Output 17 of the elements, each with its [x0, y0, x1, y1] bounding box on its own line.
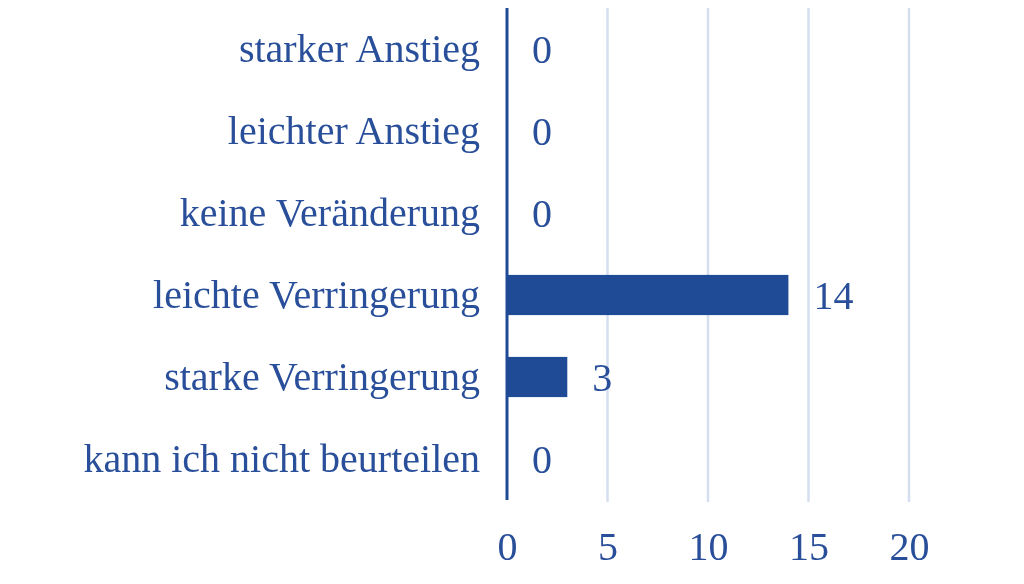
data-label: 14 — [813, 273, 854, 318]
x-tick-label: 0 — [497, 524, 518, 570]
y-tick-label: kann ich nicht beurteilen — [83, 435, 480, 481]
x-tick-label: 15 — [789, 524, 829, 570]
data-label: 0 — [532, 437, 552, 482]
y-tick-label: starker Anstieg — [238, 25, 480, 71]
x-tick-label: 5 — [598, 524, 618, 570]
y-tick-label: keine Veränderung — [179, 189, 480, 235]
y-tick-label: leichter Anstieg — [227, 107, 480, 153]
x-tick-label: 10 — [688, 524, 729, 570]
data-label: 3 — [592, 355, 613, 400]
x-tick-label: 20 — [889, 524, 930, 570]
data-label: 0 — [532, 27, 552, 72]
y-tick-label: starke Verringerung — [164, 353, 480, 399]
y-tick-label: leichte Verringerung — [153, 271, 480, 317]
data-label: 0 — [532, 109, 552, 154]
data-label: 0 — [532, 191, 552, 236]
